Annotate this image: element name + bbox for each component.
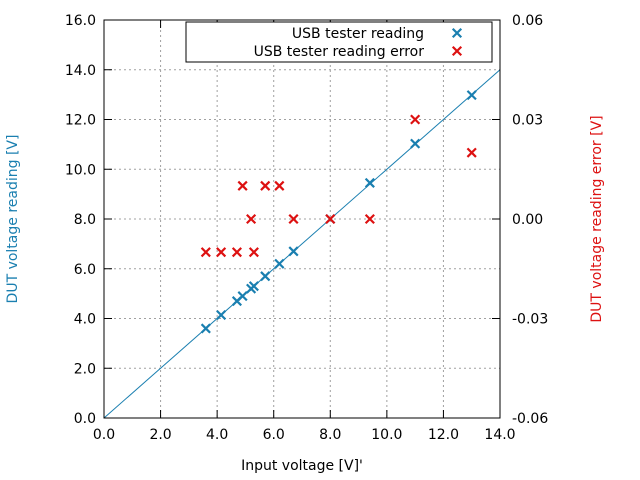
usb-tester-reading-point: [237, 291, 248, 302]
grid: [104, 20, 500, 418]
x-tick-label: 14.0: [484, 427, 515, 443]
legend-x-marker: [451, 27, 463, 39]
usb-tester-reading-point: [200, 323, 211, 334]
legend-marker-usb-tester-reading-error: [451, 45, 463, 57]
x-tick-label: 2.0: [149, 427, 171, 443]
usb-tester-reading-error-point: [246, 213, 257, 225]
usb-tester-reading-error-point: [325, 213, 336, 225]
usb-tester-reading-point: [248, 281, 259, 292]
usb-tester-reading-error-point: [410, 114, 421, 125]
x-tick-label: 12.0: [428, 427, 459, 443]
y-tick-label: 14.0: [65, 63, 96, 79]
axis-ticks: 0.0 2.0 4.0 6.0 8.0 10.0 12.0 14.0 0.0 2.0 4.0 6.0 8…: [65, 13, 548, 443]
reference-line-layer: [103, 69, 501, 419]
usb-tester-reading-error-point: [274, 180, 285, 191]
usb-tester-reading-point: [216, 309, 227, 321]
reference-line-y-equals-x: [103, 69, 501, 419]
y2-tick-label: -0.03: [512, 312, 548, 328]
x-tick-label: 4.0: [206, 427, 228, 443]
usb-tester-reading-point: [364, 177, 375, 188]
y-tick-label: 12.0: [65, 113, 96, 129]
y-tick-label: 16.0: [65, 13, 96, 29]
legend: USB tester reading USB tester reading er…: [185, 21, 493, 63]
y-tick-label: 0.0: [74, 411, 96, 427]
legend-label-usb-tester-reading: USB tester reading: [292, 26, 424, 42]
usb-tester-reading-error-point: [200, 247, 211, 258]
y2-tick-label: 0.06: [512, 13, 543, 29]
y2-tick-label: 0.00: [512, 212, 543, 228]
y-tick-label: 4.0: [74, 312, 96, 328]
x-tick-label: 8.0: [319, 427, 341, 443]
y2-axis-label: DUT voltage reading error [V]: [589, 115, 605, 322]
usb-tester-reading-point: [410, 138, 421, 149]
usb-tester-reading-point: [260, 271, 271, 282]
x-tick-label: 10.0: [371, 427, 402, 443]
legend-box: [185, 21, 493, 63]
y-tick-label: 2.0: [74, 361, 96, 377]
legend-marker-usb-tester-reading: [451, 27, 463, 39]
x-tick-label: 6.0: [263, 427, 285, 443]
data-marks: [200, 90, 477, 334]
legend-x-marker: [451, 45, 463, 57]
y-axis-label: DUT voltage reading [V]: [5, 135, 21, 304]
y2-tick-label: 0.03: [512, 113, 543, 129]
usb-tester-reading-error-point: [216, 247, 227, 258]
y2-tick-label: -0.06: [512, 411, 548, 427]
usb-tester-reading-error-point: [260, 180, 271, 191]
usb-tester-reading-error-point: [364, 213, 375, 225]
usb-tester-reading-error-point: [288, 213, 299, 225]
usb-tester-reading-error-point: [248, 247, 259, 258]
usb-tester-reading-point: [466, 90, 477, 101]
usb-tester-reading-point: [288, 246, 299, 257]
usb-tester-reading-error-point: [466, 147, 477, 158]
y-tick-label: 10.0: [65, 162, 96, 178]
x-axis-label: Input voltage [V]': [241, 458, 363, 474]
y-tick-label: 8.0: [74, 212, 96, 228]
usb-tester-reading-error-point: [231, 247, 242, 258]
y-tick-label: 6.0: [74, 262, 96, 278]
usb-tester-reading-point: [274, 258, 285, 269]
usb-tester-reading-error-point: [237, 180, 248, 191]
legend-label-usb-tester-reading-error: USB tester reading error: [254, 44, 425, 60]
x-tick-label: 0.0: [93, 427, 115, 443]
